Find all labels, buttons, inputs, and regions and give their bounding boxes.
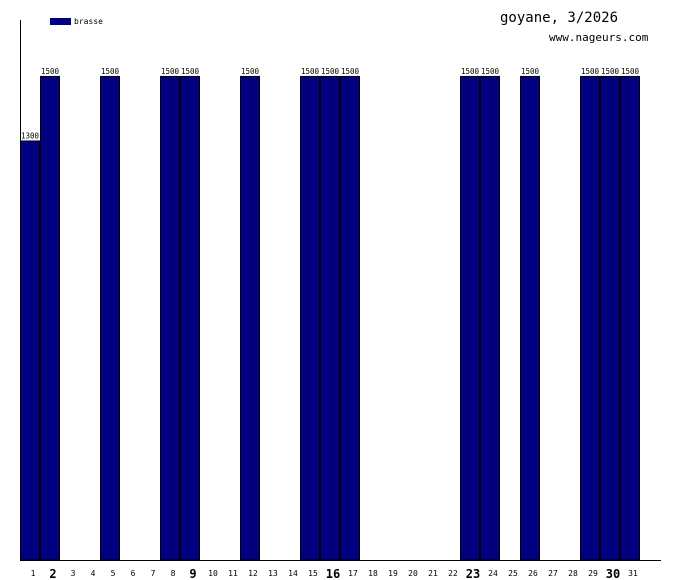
- bars: [20, 75, 640, 561]
- bar-day-24: [480, 75, 500, 561]
- x-tick-label-26: 26: [528, 569, 538, 578]
- x-tick-label-28: 28: [568, 569, 578, 578]
- bar-day-9: [180, 75, 200, 561]
- x-tick-label-15: 15: [308, 569, 318, 578]
- bar-day-23: [460, 75, 480, 561]
- x-tick-label-10: 10: [208, 569, 218, 578]
- x-tick-label-13: 13: [268, 569, 278, 578]
- x-tick-label-19: 19: [388, 569, 398, 578]
- bar-day-5: [100, 75, 120, 561]
- bar-day-12: [240, 75, 260, 561]
- value-label-day-26: 1500: [521, 67, 540, 76]
- x-tick-label-23: 23: [466, 567, 480, 580]
- x-tick-label-5: 5: [111, 569, 116, 578]
- x-tick-label-29: 29: [588, 569, 598, 578]
- value-label-day-8: 1500: [161, 67, 180, 76]
- x-tick-label-20: 20: [408, 569, 418, 578]
- site-label: www.nageurs.com: [549, 31, 649, 44]
- legend-swatch-brasse: [50, 18, 71, 25]
- x-tick-label-21: 21: [428, 569, 438, 578]
- x-tick-label-8: 8: [171, 569, 176, 578]
- x-tick-label-14: 14: [288, 569, 298, 578]
- x-tick-label-30: 30: [606, 567, 620, 580]
- value-label-day-23: 1500: [461, 67, 480, 76]
- bar-day-8: [160, 75, 180, 561]
- tick-labels: 1 2 3 4 5 6 7 8 9 10 11 12 13 14 15 16 17 18 19 20 21 22 23 24 2…: [31, 567, 638, 580]
- value-label-day-30: 1500: [601, 67, 620, 76]
- x-tick-label-22: 22: [448, 569, 458, 578]
- legend: brasse: [50, 17, 103, 26]
- x-tick-label-25: 25: [508, 569, 518, 578]
- bar-day-1: [20, 140, 40, 561]
- value-label-day-24: 1500: [481, 67, 500, 76]
- x-tick-label-18: 18: [368, 569, 378, 578]
- bar-day-26: [520, 75, 540, 561]
- bar-day-29: [580, 75, 600, 561]
- value-label-day-31: 1500: [621, 67, 640, 76]
- x-tick-label-11: 11: [228, 569, 238, 578]
- x-tick-label-16: 16: [326, 567, 340, 580]
- x-tick-label-2: 2: [49, 567, 56, 580]
- value-label-day-17: 1500: [341, 67, 360, 76]
- bar-day-15: [300, 75, 320, 561]
- value-label-day-16: 1500: [321, 67, 340, 76]
- x-tick-label-4: 4: [91, 569, 96, 578]
- x-tick-label-9: 9: [189, 567, 196, 580]
- value-label-day-29: 1500: [581, 67, 600, 76]
- bar-day-31: [620, 75, 640, 561]
- x-tick-label-6: 6: [131, 569, 136, 578]
- value-label-day-12: 1500: [241, 67, 260, 76]
- value-label-day-2: 1500: [41, 67, 60, 76]
- x-tick-label-17: 17: [348, 569, 358, 578]
- bar-day-16: [320, 75, 340, 561]
- value-label-day-9: 1500: [181, 67, 200, 76]
- value-label-day-1: 1300: [21, 131, 40, 140]
- chart-title: goyane, 3/2026: [500, 10, 619, 26]
- x-tick-label-7: 7: [151, 569, 156, 578]
- value-label-day-5: 1500: [101, 67, 120, 76]
- x-tick-label-24: 24: [488, 569, 498, 578]
- bar-day-2: [40, 75, 60, 561]
- x-tick-label-12: 12: [248, 569, 258, 578]
- x-tick-label-27: 27: [548, 569, 558, 578]
- bar-day-30: [600, 75, 620, 561]
- x-tick-label-3: 3: [71, 569, 76, 578]
- x-tick-label-1: 1: [31, 569, 36, 578]
- bar-day-17: [340, 75, 360, 561]
- value-label-day-15: 1500: [301, 67, 320, 76]
- x-tick-label-31: 31: [628, 569, 638, 578]
- legend-label-brasse: brasse: [74, 17, 103, 26]
